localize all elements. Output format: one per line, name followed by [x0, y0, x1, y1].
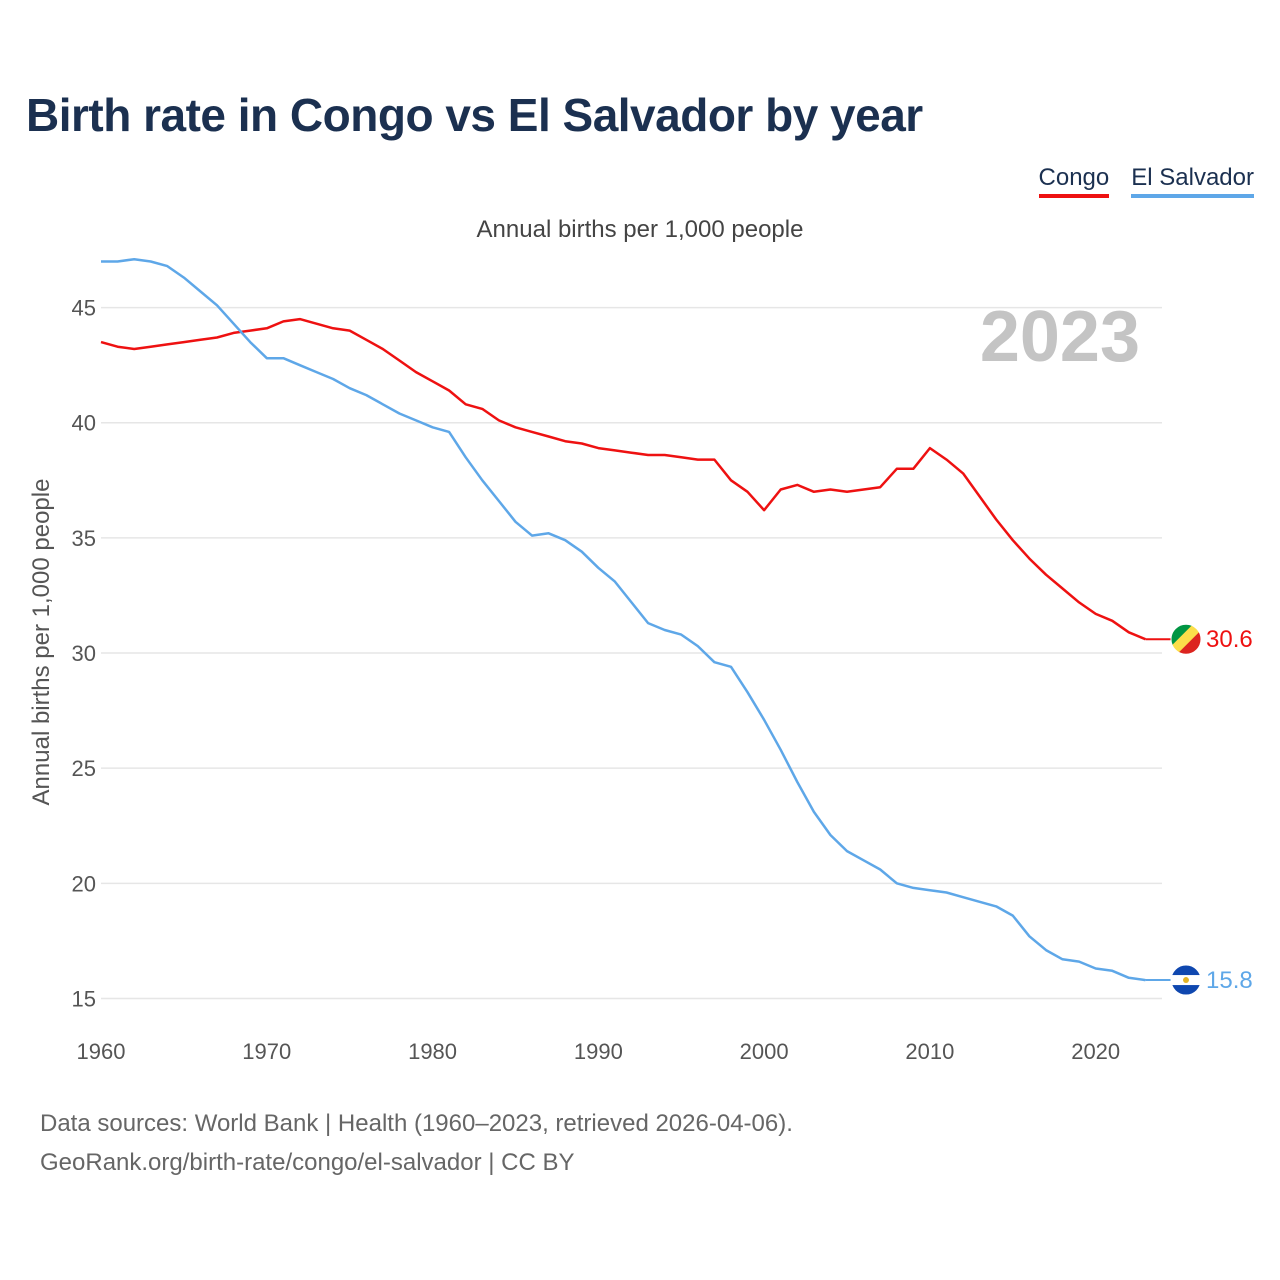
series-line-el-salvador[interactable] — [101, 257, 1146, 982]
chart-title: Birth rate in Congo vs El Salvador by ye… — [26, 89, 923, 141]
y-tick-label-40: 40 — [72, 411, 96, 436]
x-tick-label-1980: 1980 — [408, 1039, 457, 1064]
y-axis-ticks: 15 20 25 30 35 40 45 — [72, 296, 96, 1012]
x-tick-label-2020: 2020 — [1071, 1039, 1120, 1064]
y-tick-label-35: 35 — [72, 526, 96, 551]
y-tick-label-25: 25 — [72, 756, 96, 781]
footer: Data sources: World Bank | Health (1960–… — [40, 1104, 793, 1182]
x-tick-label-1960: 1960 — [77, 1039, 126, 1064]
series-end-markers: 30.6 15.8 — [1170, 623, 1253, 996]
end-value-label-congo: 30.6 — [1206, 626, 1253, 653]
footer-attribution: GeoRank.org/birth-rate/congo/el-salvador… — [40, 1149, 575, 1176]
y-tick-label-45: 45 — [72, 296, 96, 321]
y-tick-label-15: 15 — [72, 986, 96, 1011]
x-tick-label-2000: 2000 — [740, 1039, 789, 1064]
y-tick-label-30: 30 — [72, 641, 96, 666]
legend-item-el-salvador[interactable]: El Salvador — [1131, 164, 1254, 198]
chart-subtitle: Annual births per 1,000 people — [476, 216, 804, 243]
grid — [101, 306, 1162, 1000]
x-axis-ticks: 1960 1970 1980 1990 2000 2010 2020 — [77, 1039, 1121, 1064]
x-tick-label-1970: 1970 — [242, 1039, 291, 1064]
el-salvador-flag-icon — [1170, 964, 1202, 996]
legend-item-congo[interactable]: Congo — [1038, 164, 1110, 198]
series-line-congo[interactable] — [100, 317, 1146, 641]
year-watermark: 2023 — [980, 297, 1140, 377]
x-tick-label-1990: 1990 — [574, 1039, 623, 1064]
x-tick-label-2010: 2010 — [905, 1039, 954, 1064]
end-value-label-el-salvador: 15.8 — [1206, 967, 1253, 994]
series-lines — [100, 257, 1172, 982]
congo-flag-icon — [1170, 623, 1202, 655]
legend: Congo El Salvador — [1038, 164, 1254, 198]
y-tick-label-20: 20 — [72, 871, 96, 896]
footer-sources: Data sources: World Bank | Health (1960–… — [40, 1110, 793, 1137]
